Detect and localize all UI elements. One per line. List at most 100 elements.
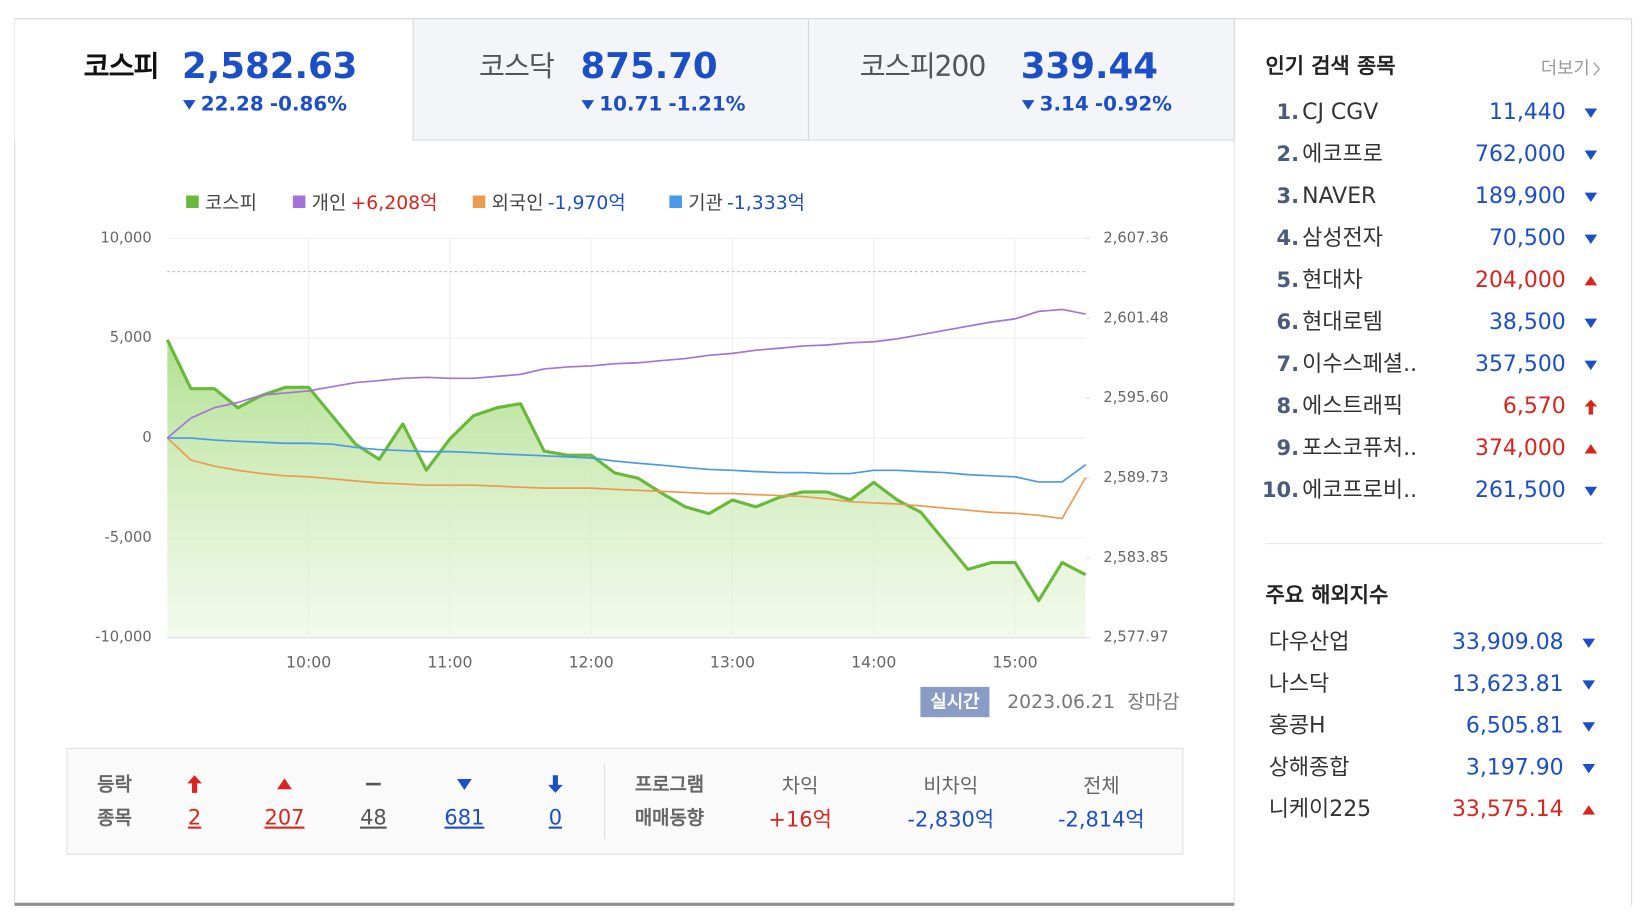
index-tabs: 코스피 2,582.63 22.28 -0.86% 코스닥 875.70 10.71 -1.2… bbox=[14, 18, 1235, 143]
rank: 4. bbox=[1277, 226, 1300, 250]
breadth-count[interactable]: 207 bbox=[265, 806, 305, 830]
legend-name: 코스피 bbox=[205, 191, 257, 213]
stock-name[interactable]: NAVER bbox=[1302, 184, 1376, 209]
stock-name[interactable]: CJ CGV bbox=[1302, 100, 1378, 125]
icon-down bbox=[1582, 722, 1596, 732]
program-header: 비차익 bbox=[923, 775, 978, 798]
rank: 8. bbox=[1277, 394, 1300, 418]
tab-name: 코스닥 bbox=[479, 50, 554, 83]
status-date: 2023.06.21 bbox=[1007, 692, 1115, 713]
stock-name[interactable]: 에코프로 bbox=[1302, 142, 1383, 167]
rank: 7. bbox=[1277, 352, 1300, 376]
y2-tick-label: 2,601.48 bbox=[1103, 309, 1168, 326]
y2-tick-label: 2,589.73 bbox=[1103, 469, 1168, 486]
rank: 2. bbox=[1277, 142, 1300, 166]
icon-down bbox=[1582, 638, 1596, 648]
index-name[interactable]: 니케이225 bbox=[1269, 797, 1371, 822]
index-name[interactable]: 상해종합 bbox=[1269, 755, 1350, 780]
stats-box bbox=[66, 748, 1184, 855]
y-tick-label: -10,000 bbox=[95, 629, 151, 646]
rank: 9. bbox=[1277, 436, 1300, 460]
change-rate: -0.86% bbox=[270, 92, 347, 115]
more-link[interactable]: 더보기 bbox=[1541, 58, 1590, 79]
popular-title: 인기 검색 종목 bbox=[1266, 54, 1396, 78]
index-value: 6,505.81 bbox=[1466, 714, 1564, 739]
tab-change: 22.28 -0.86% bbox=[201, 92, 347, 115]
y2-tick-label: 2,577.97 bbox=[1103, 629, 1168, 646]
change-rate: -1.21% bbox=[668, 92, 745, 115]
icon-down bbox=[1584, 108, 1598, 118]
breadth-count[interactable]: 48 bbox=[360, 806, 387, 830]
icon-up bbox=[1584, 276, 1598, 286]
program-value: -2,830억 bbox=[907, 808, 994, 832]
legend-name: 기관 bbox=[688, 191, 723, 213]
breadth-label: 종목 bbox=[97, 807, 132, 829]
realtime-badge-text[interactable]: 실시간 bbox=[930, 692, 980, 713]
breadth-label: 등락 bbox=[97, 774, 132, 796]
icon-down bbox=[1584, 192, 1598, 202]
tab-bg bbox=[807, 18, 1235, 141]
icon-down bbox=[183, 100, 196, 110]
stock-name[interactable]: 포스코퓨처.. bbox=[1302, 436, 1417, 461]
legend-swatch bbox=[472, 195, 486, 209]
index-tab[interactable]: 코스피 2,582.63 22.28 -0.86% bbox=[14, 18, 414, 143]
breadth-count[interactable]: 0 bbox=[549, 806, 562, 830]
y-tick-label: -5,000 bbox=[104, 529, 151, 546]
tab-value: 2,582.63 bbox=[182, 46, 357, 87]
stock-name[interactable]: 에코프로비.. bbox=[1302, 478, 1417, 503]
icon-upper bbox=[1584, 399, 1598, 415]
program-value: +16억 bbox=[768, 808, 831, 832]
breadth-count[interactable]: 681 bbox=[444, 806, 484, 830]
tab-bg bbox=[412, 18, 810, 141]
icon-down bbox=[1584, 234, 1598, 245]
chart: -10,000 -5,000 0 5,000 10,000 2,577.97 2,583.8… bbox=[95, 191, 1179, 718]
stock-name[interactable]: 삼성전자 bbox=[1302, 226, 1383, 251]
series-line bbox=[165, 339, 1087, 603]
realtime-badge[interactable] bbox=[920, 686, 990, 718]
index-tab[interactable]: 코스피200 339.44 3.14 -0.92% bbox=[807, 18, 1235, 141]
stock-price: 6,570 bbox=[1503, 394, 1566, 419]
series-line bbox=[166, 437, 1087, 520]
stock-name[interactable]: 에스트래픽 bbox=[1302, 394, 1403, 419]
stock-price: 762,000 bbox=[1475, 142, 1566, 167]
legend-swatch bbox=[669, 195, 682, 209]
x-tick-label: 10:00 bbox=[286, 652, 331, 671]
index-value: 13,623.81 bbox=[1452, 672, 1564, 697]
breadth-count[interactable]: 2 bbox=[188, 806, 201, 830]
change-amount: 22.28 bbox=[201, 92, 264, 115]
x-tick-label: 13:00 bbox=[710, 652, 755, 671]
stock-price: 357,500 bbox=[1475, 352, 1566, 377]
icon-up bbox=[1584, 444, 1598, 454]
legend-item: 코스피 bbox=[205, 191, 257, 213]
program-label: 프로그램 bbox=[635, 774, 704, 796]
index-name[interactable]: 홍콩H bbox=[1269, 714, 1326, 739]
index-name[interactable]: 다우산업 bbox=[1269, 630, 1350, 655]
series-area bbox=[167, 339, 1086, 638]
y-tick-label: 0 bbox=[142, 429, 151, 446]
x-tick-label: 14:00 bbox=[851, 652, 896, 671]
change-rate: -0.92% bbox=[1095, 92, 1172, 115]
program-label: 매매동향 bbox=[635, 807, 704, 829]
x-tick-label: 12:00 bbox=[569, 652, 614, 671]
stock-name[interactable]: 이수스페셜.. bbox=[1302, 352, 1417, 377]
change-amount: 3.14 bbox=[1040, 92, 1089, 115]
index-name[interactable]: 나스닥 bbox=[1269, 672, 1330, 697]
legend-total: -1,333억 bbox=[727, 191, 805, 213]
rank: 3. bbox=[1277, 184, 1300, 208]
index-tab[interactable]: 코스닥 875.70 10.71 -1.21% bbox=[412, 18, 810, 141]
icon-up bbox=[1582, 805, 1596, 815]
icon-down bbox=[581, 100, 595, 110]
x-tick-label: 15:00 bbox=[992, 652, 1037, 671]
stock-price: 374,000 bbox=[1475, 436, 1566, 461]
legend-total: -1,970억 bbox=[548, 191, 626, 213]
stock-price: 11,440 bbox=[1489, 100, 1566, 125]
icon-down bbox=[1584, 486, 1598, 497]
y2-tick-label: 2,583.85 bbox=[1103, 549, 1168, 566]
stock-name[interactable]: 현대로템 bbox=[1302, 310, 1383, 335]
world-title: 주요 해외지수 bbox=[1266, 583, 1389, 607]
icon-up bbox=[277, 778, 292, 790]
stock-name[interactable]: 현대차 bbox=[1302, 268, 1363, 293]
y-tick-label: 5,000 bbox=[110, 329, 152, 346]
